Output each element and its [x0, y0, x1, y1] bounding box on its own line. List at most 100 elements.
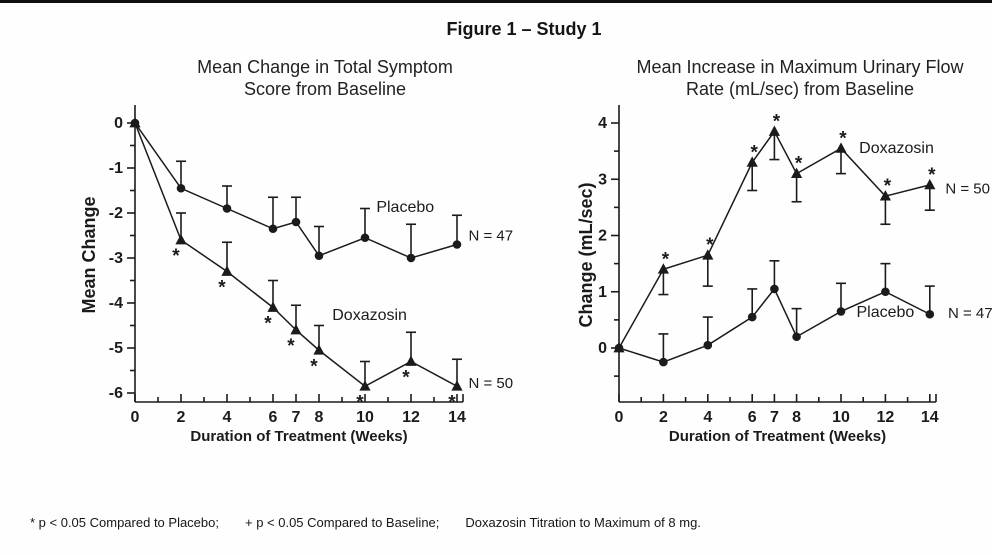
x-tick-label: 7 — [770, 409, 779, 426]
y-tick-label: 0 — [598, 340, 607, 357]
x-tick-label: 4 — [703, 409, 712, 426]
doxazosin-point — [451, 380, 463, 391]
right-chart: Mean Increase in Maximum Urinary FlowRat… — [576, 57, 992, 445]
significance-asterisk: * — [773, 111, 781, 132]
y-tick-label: -6 — [109, 385, 123, 402]
placebo-point — [792, 332, 801, 342]
footnote-baseline-significance: + p < 0.05 Compared to Baseline; — [244, 515, 440, 530]
chart-title-line2: Score from Baseline — [244, 79, 406, 99]
significance-asterisk: * — [310, 356, 318, 377]
placebo-point — [614, 343, 624, 353]
x-tick-label: 6 — [748, 409, 757, 426]
placebo-point — [659, 357, 668, 367]
figure-title: Figure 1 – Study 1 — [446, 19, 602, 39]
chart-title-line2: Rate (mL/sec) from Baseline — [686, 79, 914, 99]
placebo-point — [406, 253, 416, 263]
significance-asterisk: * — [356, 392, 364, 413]
doxazosin-point — [835, 142, 847, 153]
placebo-point — [222, 204, 232, 213]
x-tick-label: 0 — [615, 409, 624, 426]
significance-asterisk: * — [750, 142, 758, 163]
placebo-point — [703, 340, 713, 350]
placebo-label: Placebo — [856, 304, 914, 321]
x-tick-label: 14 — [448, 409, 466, 426]
x-tick-label: 10 — [356, 409, 374, 426]
significance-asterisk: * — [928, 165, 936, 186]
footnote: * p < 0.05 Compared to Placebo; + p < 0.0… — [30, 515, 701, 530]
doxazosin-label: Doxazosin — [859, 140, 934, 157]
x-axis-title: Duration of Treatment (Weeks) — [669, 428, 886, 445]
placebo-point — [314, 251, 324, 261]
y-tick-label: -5 — [109, 340, 123, 357]
x-axis-title: Duration of Treatment (Weeks) — [190, 428, 407, 445]
y-tick-label: -3 — [109, 250, 123, 267]
x-tick-label: 12 — [877, 409, 895, 426]
x-tick-label: 12 — [402, 409, 420, 426]
significance-asterisk: * — [839, 128, 847, 149]
x-tick-label: 8 — [315, 409, 324, 426]
x-tick-label: 14 — [921, 409, 939, 426]
placebo-line — [618, 287, 931, 363]
chart-title-line1: Mean Increase in Maximum Urinary Flow — [636, 57, 964, 77]
placebo-point — [770, 284, 779, 294]
placebo-point — [360, 233, 370, 243]
x-tick-label: 10 — [832, 409, 850, 426]
doxazosin-point — [221, 265, 233, 276]
doxazosin-point — [175, 234, 187, 245]
significance-asterisk: * — [287, 336, 295, 357]
y-tick-label: 3 — [598, 171, 607, 188]
placebo-point — [452, 240, 462, 249]
x-tick-label: 6 — [269, 409, 278, 426]
x-tick-label: 2 — [659, 409, 668, 426]
significance-asterisk: * — [706, 235, 714, 256]
doxazosin-point — [924, 178, 936, 190]
significance-asterisk: * — [448, 392, 456, 413]
significance-asterisk: * — [264, 314, 272, 335]
y-tick-label: 1 — [598, 284, 607, 301]
y-axis-title: Mean Change — [79, 196, 99, 313]
placebo-n-label: N = 47 — [469, 228, 514, 245]
placebo-label: Placebo — [376, 199, 434, 216]
y-axis-title: Change (mL/sec) — [576, 182, 596, 327]
x-tick-label: 7 — [292, 409, 301, 426]
y-tick-label: -1 — [109, 160, 123, 177]
doxazosin-n-label: N = 50 — [469, 375, 514, 392]
placebo-point — [881, 287, 890, 297]
x-tick-label: 0 — [131, 409, 140, 426]
doxazosin-point — [290, 324, 302, 335]
doxazosin-point — [768, 125, 780, 136]
doxazosin-point — [405, 355, 417, 366]
chart-title-line1: Mean Change in Total Symptom — [197, 57, 453, 77]
placebo-n-label: N = 47 — [948, 305, 992, 322]
doxazosin-point — [267, 301, 279, 312]
doxazosin-n-label: N = 50 — [945, 180, 990, 197]
doxazosin-point — [746, 156, 758, 167]
doxazosin-point — [702, 249, 714, 260]
significance-asterisk: * — [218, 278, 226, 299]
significance-asterisk: * — [795, 154, 803, 175]
doxazosin-point — [791, 167, 803, 179]
top-rule — [0, 0, 992, 3]
footnote-placebo-significance: * p < 0.05 Compared to Placebo; — [30, 515, 219, 530]
doxazosin-point — [313, 344, 325, 355]
x-tick-label: 2 — [177, 409, 186, 426]
x-tick-label: 4 — [223, 409, 232, 426]
significance-asterisk: * — [402, 368, 410, 389]
y-tick-label: -4 — [109, 295, 123, 312]
doxazosin-point — [657, 263, 669, 274]
placebo-point — [925, 309, 935, 319]
y-tick-label: -2 — [109, 205, 123, 222]
significance-asterisk: * — [662, 249, 670, 270]
y-tick-label: 4 — [598, 115, 607, 132]
x-tick-label: 8 — [792, 409, 801, 426]
footnote-titration: Doxazosin Titration to Maximum of 8 mg. — [465, 515, 701, 530]
doxazosin-point — [129, 117, 141, 128]
placebo-point — [291, 217, 301, 227]
placebo-point — [836, 307, 846, 316]
placebo-point — [268, 224, 278, 234]
significance-asterisk: * — [172, 246, 180, 267]
doxazosin-label: Doxazosin — [332, 307, 407, 324]
